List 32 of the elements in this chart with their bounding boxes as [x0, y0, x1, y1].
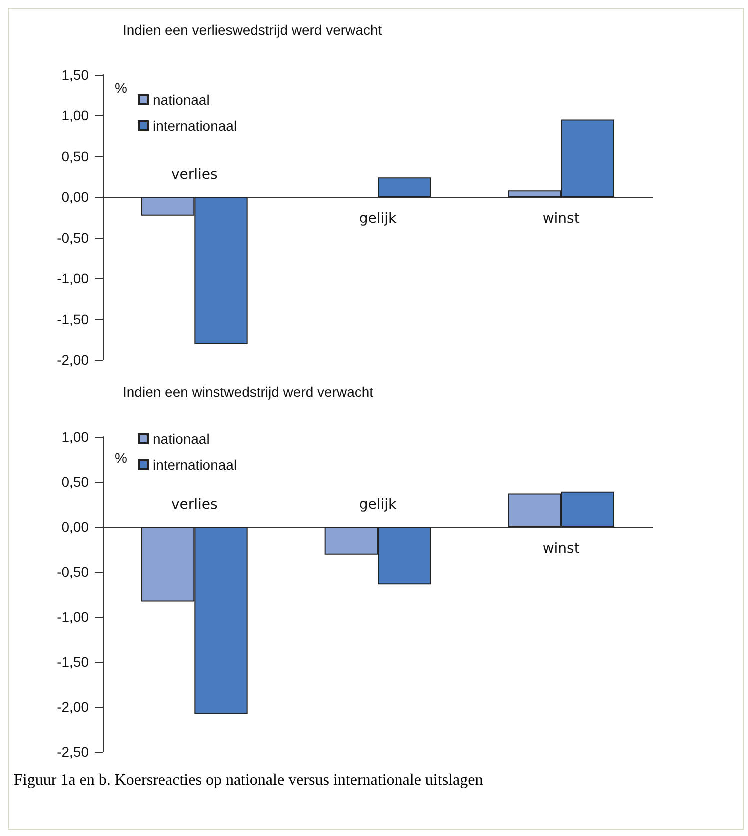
y-tick-label: 0,00	[62, 189, 90, 206]
y-tick-label: 1,50	[62, 67, 90, 83]
y-tick-label: -1,00	[57, 270, 90, 287]
y-tick-label: -0,50	[57, 230, 90, 246]
chart-title: Indien een winstwedstrijd werd verwacht	[123, 384, 374, 400]
y-tick-label: 0,00	[62, 519, 90, 535]
y-tick-label: -0,50	[57, 564, 90, 580]
y-tick-label: 0,50	[62, 148, 90, 164]
y-axis-title: %	[115, 80, 128, 96]
y-axis-title: %	[115, 450, 128, 466]
legend-label: nationaal	[153, 92, 210, 108]
bar	[378, 178, 432, 198]
x-tick-label: winst	[542, 541, 580, 557]
y-tick-label: 1,00	[62, 108, 90, 124]
x-tick-label: gelijk	[359, 211, 398, 228]
y-tick-label: -1,00	[57, 609, 90, 625]
y-tick-label: -2,00	[57, 352, 90, 368]
text: Figuur 1a en b. Koersreacties op nationale versus internationale uitslagen	[14, 772, 484, 790]
chart-title: Indien een verlieswedstrijd werd verwacht	[123, 22, 382, 38]
y-tick-label: -1,50	[57, 654, 90, 670]
y-tick-label: 0,50	[62, 474, 90, 490]
legend-label: internationaal	[153, 457, 238, 473]
x-tick-label: gelijk	[359, 497, 398, 513]
legend-label: nationaal	[153, 431, 210, 447]
y-tick-label: -2,50	[57, 744, 90, 760]
y-tick-label: -2,00	[57, 699, 90, 715]
y-tick-label: -1,50	[57, 311, 90, 328]
x-tick-label: verlies	[171, 167, 218, 184]
x-tick-label: verlies	[171, 497, 218, 513]
y-tick-label: 1,00	[62, 429, 90, 445]
legend-label: internationaal	[153, 118, 238, 134]
x-tick-label: winst	[542, 211, 580, 228]
